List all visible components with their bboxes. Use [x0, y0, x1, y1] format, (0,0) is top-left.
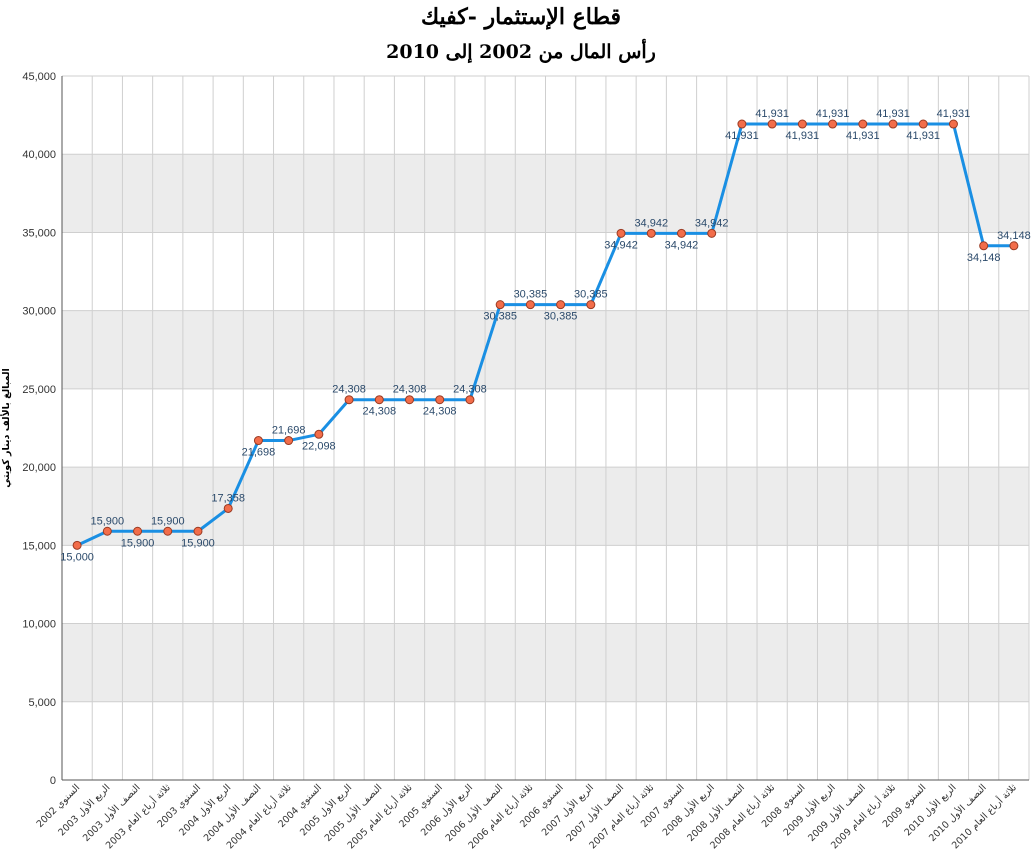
x-tick-label: الربع الأول 2006: [418, 782, 475, 839]
data-label: 41,931: [846, 130, 880, 142]
data-label: 15,900: [121, 537, 155, 549]
data-point: [133, 526, 143, 536]
data-point: [979, 241, 989, 251]
data-point: [253, 436, 263, 446]
x-tick-label: الربع الأول 2010: [902, 782, 959, 839]
data-label: 34,942: [604, 239, 638, 251]
data-label: 41,931: [937, 108, 971, 120]
data-point: [163, 526, 173, 536]
data-point: [767, 119, 777, 129]
data-label: 15,000: [60, 551, 94, 563]
y-tick-label: 30,000: [22, 306, 56, 318]
data-label: 17,358: [211, 492, 245, 504]
y-axis-label: المبالغ بالألف دينار كويتي: [0, 368, 12, 488]
data-label: 34,942: [634, 217, 668, 229]
data-label: 30,385: [514, 289, 548, 301]
data-label: 21,698: [272, 425, 306, 437]
data-label: 24,308: [332, 384, 366, 396]
data-point: [858, 119, 868, 129]
y-tick-label: 10,000: [22, 619, 56, 631]
data-point: [284, 436, 294, 446]
data-point: [344, 395, 354, 405]
data-label: 24,308: [362, 406, 396, 418]
data-point: [676, 228, 686, 238]
data-label: 15,900: [181, 537, 215, 549]
data-point: [556, 300, 566, 310]
data-label: 22,098: [302, 440, 336, 452]
data-label: 41,931: [816, 108, 850, 120]
series-capital: [72, 119, 1019, 550]
y-axis-ticks: 0 5,000 10,000 15,000 20,000 25,000 30,000 35,0…: [22, 71, 56, 787]
data-label: 41,931: [755, 108, 789, 120]
data-point: [1009, 241, 1019, 251]
data-point: [72, 540, 82, 550]
data-label: 34,942: [695, 217, 729, 229]
data-label: 41,931: [725, 130, 759, 142]
data-label: 34,942: [665, 239, 699, 251]
data-point: [525, 300, 535, 310]
data-point: [737, 119, 747, 129]
series-line: [76, 122, 1014, 547]
data-point: [314, 429, 324, 439]
data-point: [405, 395, 415, 405]
x-tick-label: الربع الأول 2007: [539, 782, 596, 839]
x-tick-label: الربع الأول 2004: [177, 782, 234, 839]
data-point: [888, 119, 898, 129]
axes: [61, 76, 1029, 781]
y-tick-label: 15,000: [22, 540, 56, 552]
x-tick-label: الربع الأول 2008: [660, 782, 717, 839]
data-point: [616, 228, 626, 238]
data-label: 15,900: [151, 515, 185, 527]
y-tick-label: 45,000: [22, 71, 56, 83]
data-point: [707, 228, 717, 238]
data-label: 34,148: [967, 252, 1001, 264]
data-label: 15,900: [91, 515, 125, 527]
data-point: [918, 119, 928, 129]
chart-subtitle: رأس المال من 2002 إلى 2010: [386, 38, 656, 64]
data-point: [797, 119, 807, 129]
data-point: [495, 300, 505, 310]
data-label: 30,385: [574, 289, 608, 301]
data-label: 24,308: [453, 384, 487, 396]
y-tick-label: 0: [50, 775, 56, 787]
data-labels: 15,000 15,900 15,900 15,900 15,900 17,358 21,6…: [60, 108, 1030, 563]
y-tick-label: 40,000: [22, 149, 56, 161]
data-point: [465, 395, 475, 405]
y-tick-label: 5,000: [28, 697, 56, 709]
data-point: [102, 526, 112, 536]
data-point: [223, 503, 233, 513]
x-tick-label: الربع الأول 2003: [56, 782, 113, 839]
data-point: [435, 395, 445, 405]
y-tick-label: 25,000: [22, 384, 56, 396]
x-tick-label: الربع الأول 2009: [781, 782, 838, 839]
chart-title: قطاع الإستثمار -كفيك: [421, 4, 621, 31]
data-point: [948, 119, 958, 129]
x-tick-label: الربع الأول 2005: [297, 782, 354, 839]
data-label: 30,385: [544, 311, 578, 323]
y-tick-label: 20,000: [22, 462, 56, 474]
data-label: 41,931: [786, 130, 820, 142]
data-point: [828, 119, 838, 129]
data-label: 21,698: [242, 447, 276, 459]
data-label: 34,148: [997, 230, 1031, 242]
data-point: [646, 228, 656, 238]
data-label: 30,385: [483, 311, 517, 323]
data-label: 24,308: [423, 406, 457, 418]
data-label: 41,931: [876, 108, 910, 120]
data-point: [374, 395, 384, 405]
data-label: 41,931: [906, 130, 940, 142]
data-point: [193, 526, 203, 536]
data-point: [586, 300, 596, 310]
grid-lines: [61, 75, 1030, 780]
data-label: 24,308: [393, 384, 427, 396]
y-tick-label: 35,000: [22, 227, 56, 239]
